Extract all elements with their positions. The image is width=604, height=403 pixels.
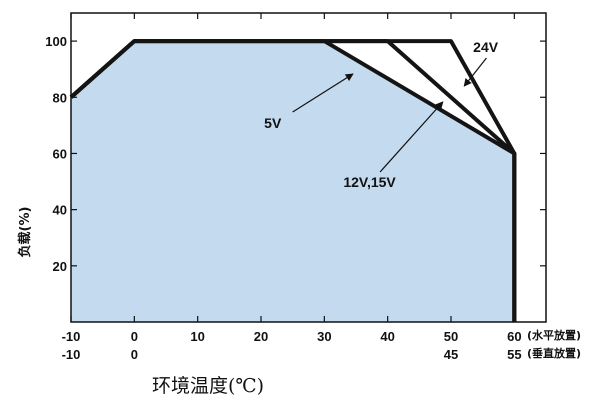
x-tick-label-horizontal: 10 <box>190 329 204 344</box>
series-pointer-arrow <box>292 73 354 113</box>
row-label-vertical: (垂直放置) <box>527 346 581 360</box>
x-tick-label-vertical: 45 <box>444 347 458 362</box>
x-axis-title: 环境温度(℃) <box>152 375 264 397</box>
series-pointer-arrow <box>463 57 487 87</box>
x-tick-labels: -10 -10 0 0 10 20 30 40 50 45 60 55 <box>62 329 522 362</box>
row-label-horizontal: (水平放置) <box>527 328 581 342</box>
x-tick-label-horizontal: 40 <box>380 329 394 344</box>
y-tick-label: 40 <box>53 203 67 218</box>
derating-curves <box>69 39 517 322</box>
x-tick-label-horizontal: 50 <box>444 329 458 344</box>
y-tick-label: 60 <box>53 146 67 161</box>
y-tick-label: 80 <box>53 90 67 105</box>
curve-24v <box>69 39 517 322</box>
x-tick-label-horizontal: -10 <box>62 329 81 344</box>
series-pointer-arrow <box>379 101 444 173</box>
series-label-5v: 5V <box>264 115 282 131</box>
series-label-12v-15v: 12V,15V <box>343 174 396 190</box>
safe-area-fill <box>71 41 515 322</box>
x-tick-label-horizontal: 60 <box>507 329 521 344</box>
x-tick-label-vertical: 0 <box>131 347 138 362</box>
series-label-24v: 24V <box>473 39 499 55</box>
y-axis-label: 负载(%) <box>17 207 33 258</box>
x-tick-label-vertical: -10 <box>62 347 81 362</box>
x-tick-label-horizontal: 30 <box>317 329 331 344</box>
x-tick-label-vertical: 55 <box>507 347 521 362</box>
plot-frame <box>70 12 547 323</box>
x-tick-label-horizontal: 0 <box>131 329 138 344</box>
series-annotations: 5V 12V,15V 24V <box>264 39 499 190</box>
y-tick-label: 20 <box>53 259 67 274</box>
safe-operating-area <box>71 41 515 322</box>
y-tick-label: 100 <box>45 34 67 49</box>
x-tick-label-horizontal: 20 <box>254 329 268 344</box>
y-tick-labels: 20 40 60 80 100 <box>45 34 67 274</box>
